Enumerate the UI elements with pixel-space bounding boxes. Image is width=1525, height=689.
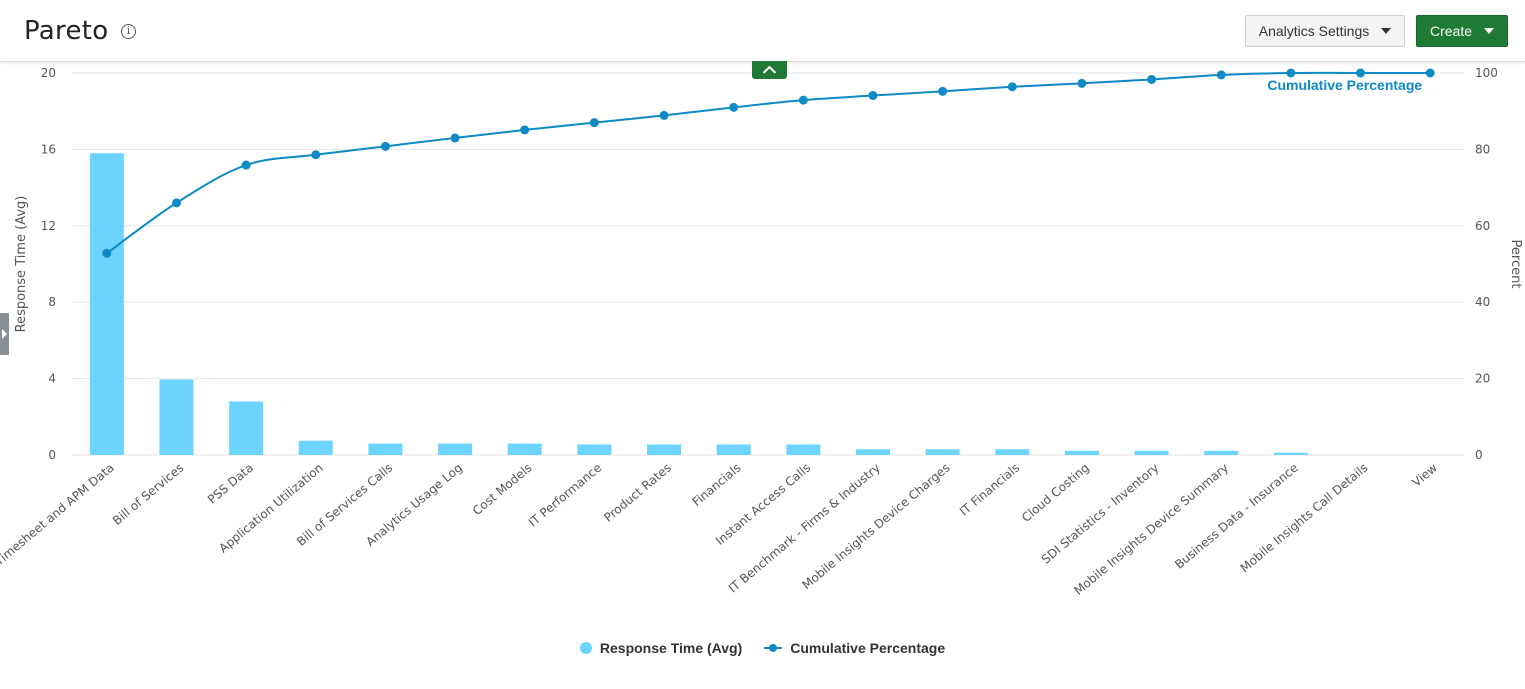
bar [647,444,682,455]
cumulative-point [589,118,599,128]
bar [438,443,473,455]
y2-axis-title: Percent [1508,240,1523,289]
bar [855,449,890,455]
caret-down-icon [1381,28,1392,34]
x-tick-label: Cloud Costing [1019,461,1092,525]
info-icon[interactable]: i [121,24,136,39]
legend-label-response-time: Response Time (Avg) [599,640,743,656]
x-tick-label: IT Financials [957,461,1022,519]
legend-dot-icon [579,642,592,654]
cumulative-point [520,125,530,135]
cumulative-point [1356,68,1366,78]
cumulative-point [380,141,390,151]
bar [1064,450,1099,455]
cumulative-point [938,86,948,96]
x-tick-label: Financials [690,461,744,510]
x-tick-label: Product Rates [601,461,674,525]
y-tick-label: 20 [41,66,56,80]
cumulative-point [1077,78,1087,88]
y-tick-label: 0 [48,448,56,462]
bar [1134,450,1169,455]
cumulative-point [1216,70,1226,80]
bar [786,444,821,455]
legend-label-cumulative-percentage: Cumulative Percentage [790,640,946,656]
create-button[interactable]: Create [1416,15,1508,47]
cumulative-point [241,160,251,170]
chevron-up-icon [762,65,777,74]
cumulative-point [1286,68,1296,78]
y2-tick-label: 0 [1475,448,1483,462]
bar [925,449,960,455]
y-tick-label: 12 [41,219,56,233]
y2-tick-label: 80 [1475,142,1490,156]
page-header: Pareto i Analytics Settings Create [0,0,1525,62]
bar [507,443,542,455]
cumulative-point [1147,74,1157,84]
cumulative-point [868,91,878,101]
x-tick-label: SDI Statistics - Inventory [1039,461,1162,567]
pareto-chart: 0 4 8 12 16 20 0 20 40 60 80 100 Response Time (Avg)… [0,66,1523,598]
bar [716,444,751,455]
bar [368,443,403,455]
cumulative-point [171,198,181,208]
cumulative-point [1425,68,1435,78]
analytics-settings-button[interactable]: Analytics Settings [1245,15,1405,47]
legend-line-icon [764,642,783,654]
bar [89,153,124,455]
x-tick-label: View [1409,460,1440,489]
bar [1204,450,1239,455]
y-tick-label: 4 [48,372,56,386]
y-tick-label: 8 [48,295,56,309]
x-tick-label: Mobile Insights Device Charges [799,461,952,593]
x-tick-label: Cost Models [470,461,535,519]
x-tick-label: Timesheet and APM Data [0,461,117,570]
x-tick-label: IT Benchmark - Firms & Industry [726,461,883,596]
bar [298,440,333,455]
analytics-settings-label: Analytics Settings [1258,23,1370,39]
bar [577,444,612,455]
y2-tick-label: 20 [1475,372,1490,386]
caret-down-icon [1484,28,1495,34]
y-tick-label: 16 [41,142,56,156]
series-label: Cumulative Percentage [1267,77,1422,93]
cumulative-point [1007,82,1017,92]
bar [1273,452,1308,455]
legend-item-cumulative-percentage[interactable]: Cumulative Percentage [764,640,945,656]
side-panel-toggle[interactable] [0,313,9,355]
x-tick-label: Mobile Insights Device Summary [1071,461,1231,598]
cumulative-point [798,95,808,105]
cumulative-point [311,150,321,160]
chart-legend: Response Time (Avg) Cumulative Percentag… [0,640,1525,656]
y-axis-title: Response Time (Avg) [14,196,29,333]
x-tick-label: PSS Data [205,461,256,507]
bar [159,379,194,455]
x-tick-label: Bill of Services [110,461,186,528]
legend-item-response-time[interactable]: Response Time (Avg) [579,640,743,656]
create-label: Create [1429,23,1473,39]
collapse-header-button[interactable] [752,61,787,79]
y2-tick-label: 100 [1475,66,1498,80]
bar [229,401,264,455]
page-title: Pareto [24,16,109,46]
x-tick-label: Mobile Insights Call Details [1238,461,1371,576]
cumulative-point [450,133,460,143]
bar [995,449,1030,455]
y2-tick-label: 60 [1475,219,1490,233]
x-tick-label: IT Performance [526,461,605,530]
cumulative-point [729,102,739,112]
y2-tick-label: 40 [1475,295,1490,309]
cumulative-point [102,248,112,258]
cumulative-point [659,110,669,120]
x-tick-label: Business Data - Insurance [1172,461,1301,572]
